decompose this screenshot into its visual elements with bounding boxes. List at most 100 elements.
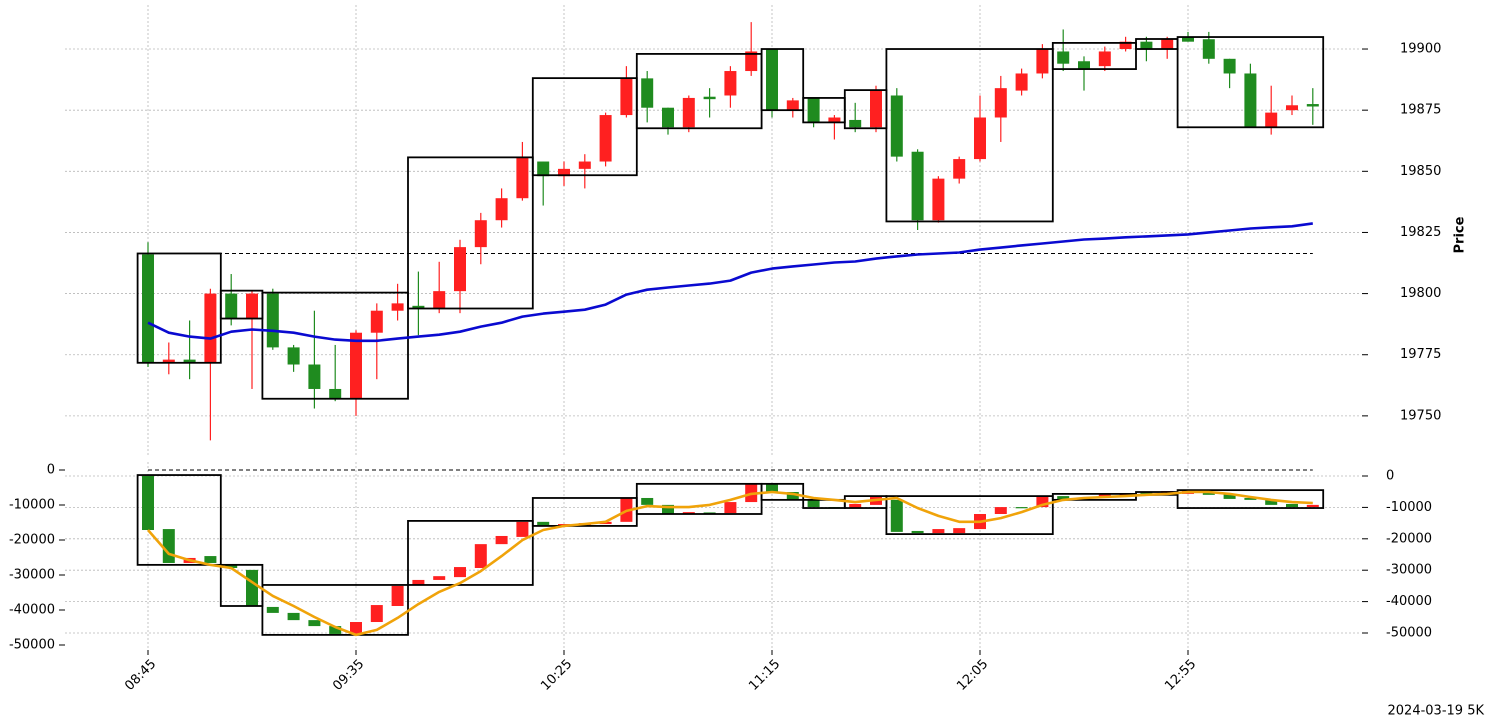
range-box <box>261 291 409 400</box>
candle-body <box>1015 507 1028 509</box>
y-tick-label: 0 <box>47 463 55 478</box>
y-tick-label: -10000 <box>1386 500 1432 515</box>
range-box <box>635 53 763 130</box>
candle-body <box>641 497 654 505</box>
range-box <box>885 495 1054 535</box>
candle-body <box>433 576 446 580</box>
candle-body <box>246 293 258 319</box>
candle-body <box>433 291 446 309</box>
candle-body <box>329 388 342 399</box>
candle-body <box>142 476 154 531</box>
candle-body <box>142 254 154 363</box>
y-tick-label: 19825 <box>1400 225 1441 240</box>
candle-body <box>329 626 342 634</box>
x-tick-label: 09:35 <box>330 657 367 694</box>
y-tick-label: -20000 <box>1386 531 1432 546</box>
y-tick-label: -40000 <box>1386 594 1432 609</box>
candle-body <box>162 529 175 563</box>
y-tick-label: 0 <box>1386 469 1394 484</box>
candle-body <box>162 359 175 363</box>
candle-body <box>620 78 633 116</box>
candle-body <box>870 90 882 128</box>
candle-body <box>890 95 903 157</box>
range-box <box>136 474 222 566</box>
candle-body <box>1306 104 1319 107</box>
y-tick-label: -40000 <box>9 602 55 617</box>
y-tick-label: 19750 <box>1400 408 1441 423</box>
candle-body <box>1161 39 1174 50</box>
candle-body <box>370 605 383 623</box>
range-box <box>407 520 534 586</box>
candle-body <box>682 97 695 128</box>
candle-body <box>807 499 820 508</box>
candle-body <box>537 161 550 177</box>
candle-body <box>807 97 820 123</box>
y-tick-label: 19775 <box>1400 347 1441 362</box>
candle-body <box>1036 496 1049 508</box>
y-tick-label: -50000 <box>1386 626 1432 641</box>
candle-body <box>1265 112 1278 128</box>
x-tick-label: 12:05 <box>954 657 991 694</box>
candle-body <box>391 585 404 606</box>
x-tick-label: 08:45 <box>122 657 159 694</box>
y-axis-label: Price <box>1453 216 1468 253</box>
candle-body <box>890 499 903 532</box>
candle-body <box>766 483 778 493</box>
candle-body <box>537 521 550 525</box>
candle-body <box>370 310 383 333</box>
candle-body <box>1223 493 1236 499</box>
candle-body <box>1098 51 1111 67</box>
indicator-line <box>147 490 1313 637</box>
candle-body <box>454 247 466 292</box>
candle-body <box>911 530 924 534</box>
candle-body <box>953 528 966 534</box>
candle-body <box>994 507 1007 514</box>
y-tick-label: -10000 <box>9 498 55 513</box>
candle-body <box>766 49 778 111</box>
indicator-line <box>147 222 1313 343</box>
candle-body <box>204 556 217 563</box>
candle-body <box>1015 73 1028 91</box>
range-box <box>1051 42 1137 70</box>
x-tick-label: 10:25 <box>538 657 575 694</box>
candle-body <box>932 529 945 534</box>
candle-body <box>287 612 300 621</box>
y-tick-label: 19900 <box>1400 42 1441 57</box>
candle-body <box>412 305 425 309</box>
candle-body <box>1182 36 1194 42</box>
candle-body <box>703 96 716 100</box>
candle-body <box>350 622 362 634</box>
y-tick-label: 19800 <box>1400 286 1441 301</box>
candle-body <box>183 359 196 363</box>
candle-body <box>1244 497 1257 500</box>
candle-body <box>849 503 862 509</box>
range-box <box>635 482 763 515</box>
candle-body <box>1265 499 1278 505</box>
candle-body <box>1078 61 1090 69</box>
y-tick-label: -50000 <box>9 637 55 652</box>
candle-body <box>225 564 238 569</box>
candle-body <box>953 159 966 179</box>
x-tick-label: 12:55 <box>1162 657 1199 694</box>
candle-body <box>1140 41 1153 50</box>
candle-body <box>911 151 924 221</box>
candle-body <box>266 293 279 348</box>
candle-body <box>1202 39 1215 59</box>
candle-body <box>662 504 674 514</box>
candle-body <box>974 117 986 160</box>
candle-body <box>308 364 321 389</box>
candle-body <box>724 502 737 514</box>
candle-body <box>1244 73 1257 128</box>
y-tick-label: -30000 <box>1386 563 1432 578</box>
candle-body <box>1286 105 1298 111</box>
candle-body <box>786 492 799 500</box>
range-box <box>1176 36 1325 129</box>
candle-body <box>703 512 716 514</box>
range-box <box>885 48 1054 223</box>
candle-body <box>1057 496 1070 500</box>
candle-body <box>994 88 1007 118</box>
candle-body <box>266 606 279 613</box>
y-tick-label: 19875 <box>1400 103 1441 118</box>
candle-body <box>391 303 404 311</box>
candle-body <box>350 332 362 399</box>
